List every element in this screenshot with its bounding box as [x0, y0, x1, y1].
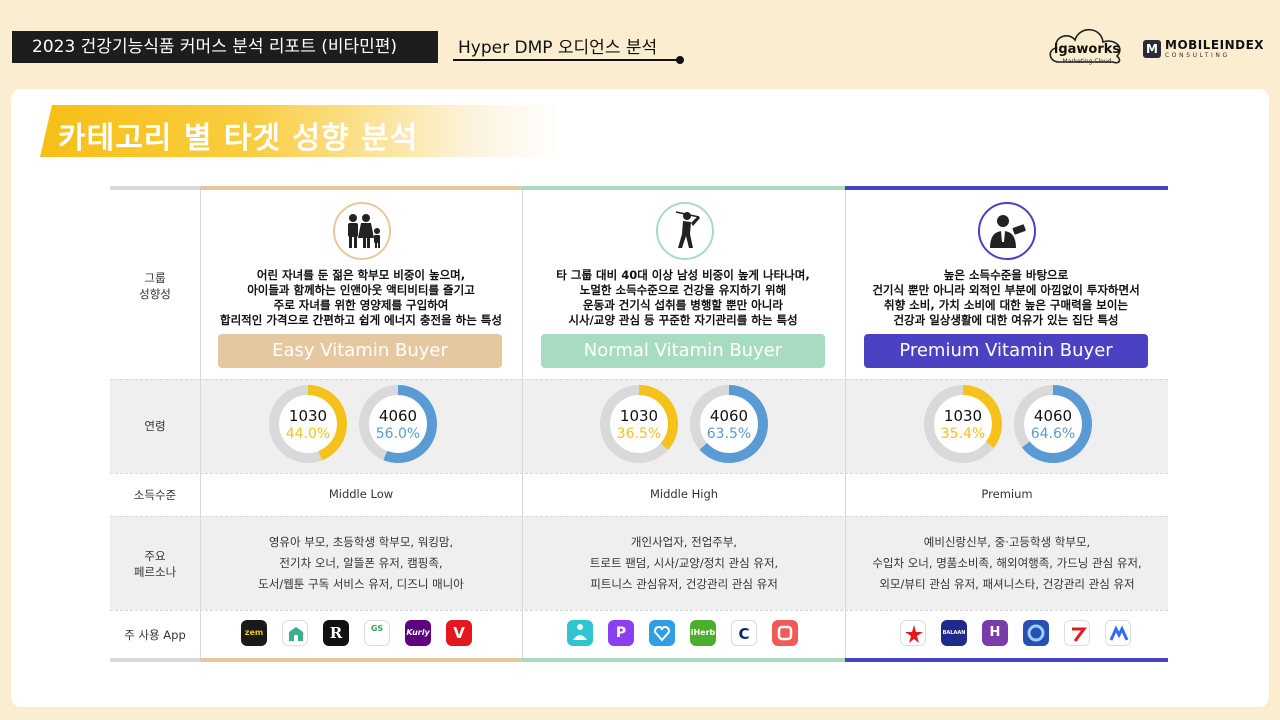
- premium-botbar: [845, 658, 1168, 662]
- age-percent: 36.5%: [616, 426, 662, 442]
- mobileindex-wordmark: MOBILEINDEX: [1165, 38, 1265, 52]
- premium-income: Premium: [981, 487, 1033, 501]
- premium-description: 높은 소득수준을 바탕으로 건기식 뿐만 아니라 외적인 부분에 아낌없이 투자…: [872, 268, 1140, 327]
- row-divider: [110, 379, 1168, 380]
- normal-botbar: [522, 658, 845, 662]
- cloud-icon: [1049, 28, 1121, 64]
- normal-topbar: [522, 186, 845, 190]
- donut-segment: [600, 385, 678, 463]
- easy-persona: 영유아 부모, 초등학생 학부모, 워킹맘, 전기차 오너, 알뜰폰 유저, 캠…: [258, 535, 464, 591]
- section-banner: [40, 105, 560, 157]
- donut-segment: [924, 385, 1002, 463]
- ridi-app-icon: R: [323, 620, 349, 646]
- swirl-app-icon: [1023, 620, 1049, 646]
- age-percent: 56.0%: [375, 426, 421, 442]
- premium-age-1030-donut: 1030 35.4%: [923, 384, 1003, 464]
- report-title: 2023 건강기능식품 커머스 분석 리포트 (비타민편): [12, 31, 438, 63]
- igaworks-logo: igaworks Marketing Cloud: [1045, 22, 1129, 68]
- easy-description: 어린 자녀를 둔 젊은 학부모 비중이 높으며, 아이들과 함께하는 인앤아웃 …: [220, 268, 502, 327]
- col-divider: [522, 190, 523, 658]
- normal-age-1030-donut: 1030 36.5%: [599, 384, 679, 464]
- subtitle-underline: [453, 59, 679, 61]
- age-percent: 44.0%: [285, 426, 331, 442]
- row-label-apps: 주 사용 App: [124, 628, 186, 642]
- igaworks-tagline: Marketing Cloud: [1062, 58, 1112, 65]
- row-label-group: 그룹 성향성: [139, 271, 171, 302]
- normal-app-list: P iHerb C: [523, 620, 845, 648]
- persona-row-band: [110, 516, 1168, 610]
- section-subtitle: Hyper DMP 오디언스 분석: [458, 38, 658, 58]
- meditation-app-icon: [567, 620, 593, 646]
- premium-age-4060-donut: 4060 64.6%: [1013, 384, 1093, 464]
- age-percent: 35.4%: [940, 426, 986, 442]
- age-percent: 63.5%: [706, 426, 752, 442]
- z-app-icon: [1064, 620, 1090, 646]
- normal-persona: 개인사업자, 전업주부, 트로트 팬덤, 시사/교양/정치 관심 유저, 피트니…: [589, 535, 779, 591]
- gs-fresh-app-icon: GS: [364, 620, 390, 646]
- row-divider: [110, 516, 1168, 517]
- row-divider: [110, 473, 1168, 474]
- q-app-icon: [772, 620, 798, 646]
- easy-group-label: Easy Vitamin Buyer: [218, 334, 502, 368]
- easy-age-4060-donut: 4060 56.0%: [358, 384, 438, 464]
- age-group-label: 4060: [1033, 407, 1073, 425]
- star-app-icon: [900, 620, 926, 646]
- section-title: 카테고리 별 타겟 성향 분석: [58, 121, 419, 156]
- easy-income: Middle Low: [328, 487, 394, 501]
- col-divider: [200, 190, 201, 658]
- donut-segment: [690, 385, 768, 463]
- age-group-label: 1030: [619, 407, 659, 425]
- premium-app-list: BALAAN H: [846, 620, 1168, 648]
- age-group-label: 4060: [709, 407, 749, 425]
- donut-segment: [359, 385, 437, 463]
- age-group-label: 4060: [378, 407, 418, 425]
- row-divider: [110, 610, 1168, 611]
- mobileindex-tagline: CONSULTING: [1165, 52, 1230, 59]
- age-group-label: 1030: [288, 407, 328, 425]
- igaworks-wordmark: igaworks: [1053, 42, 1121, 57]
- balaan-app-icon: BALAAN: [941, 620, 967, 646]
- m-app-icon: [1105, 620, 1131, 646]
- kurly-app-icon: Kurly: [405, 620, 431, 646]
- easy-age-1030-donut: 1030 44.0%: [268, 384, 348, 464]
- row-label-income: 소득수준: [133, 488, 177, 502]
- donut-segment: [1014, 385, 1092, 463]
- normal-description: 타 그룹 대비 40대 이상 남성 비중이 높게 나타나며, 노멀한 소득수준으…: [556, 268, 810, 327]
- premium-group-label: Premium Vitamin Buyer: [864, 334, 1148, 368]
- label-col-botbar: [110, 658, 200, 662]
- premium-persona: 예비신랑신부, 중·고등학생 학부모, 수입차 오너, 명품소비족, 해외여행족…: [872, 535, 1142, 591]
- row-label-persona: 주요 페르소나: [133, 549, 177, 580]
- zem-app-icon: zem: [241, 620, 267, 646]
- iherb-app-icon: iHerb: [690, 620, 716, 646]
- label-col-topbar: [110, 186, 200, 190]
- normal-income: Middle High: [649, 487, 719, 501]
- subtitle-dot: [676, 56, 684, 64]
- golf-icon: [656, 202, 714, 260]
- row-label-age: 연령: [144, 419, 166, 433]
- age-percent: 64.6%: [1030, 426, 1076, 442]
- family-icon: [333, 202, 391, 260]
- easy-botbar: [200, 658, 522, 662]
- kidsnote-app-icon: [282, 620, 308, 646]
- easy-topbar: [200, 186, 522, 190]
- p-app-icon: P: [608, 620, 634, 646]
- businessman-icon: [978, 202, 1036, 260]
- age-group-label: 1030: [943, 407, 983, 425]
- donut-segment: [269, 385, 347, 463]
- premium-topbar: [845, 186, 1168, 190]
- v-heart-app-icon: [649, 620, 675, 646]
- normal-age-4060-donut: 4060 63.5%: [689, 384, 769, 464]
- normal-group-label: Normal Vitamin Buyer: [541, 334, 825, 368]
- easy-app-list: zem R GS Kurly V: [200, 620, 522, 648]
- c-app-icon: C: [731, 620, 757, 646]
- v-app-icon: V: [446, 620, 472, 646]
- col-divider: [845, 190, 846, 658]
- h-app-icon: H: [982, 620, 1008, 646]
- mobileindex-mark-icon: M: [1143, 40, 1161, 58]
